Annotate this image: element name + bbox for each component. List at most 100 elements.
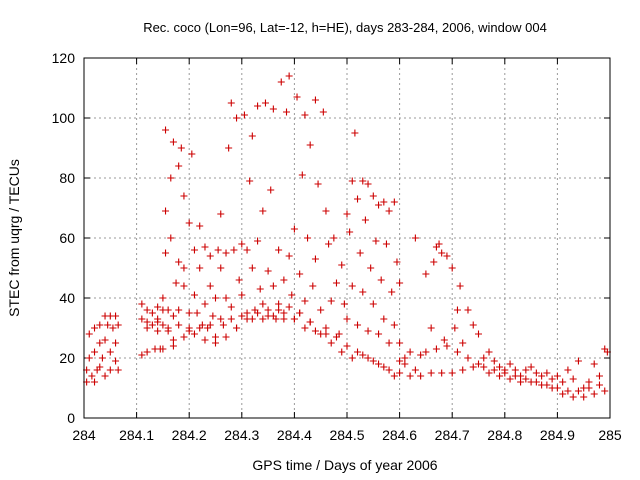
data-point [427,369,435,377]
data-point [201,336,209,344]
data-point [296,309,304,317]
data-point [159,294,167,302]
data-point [196,324,204,332]
data-point [154,318,162,326]
data-point [283,108,291,116]
data-point [238,240,246,248]
data-point [91,348,99,356]
data-point [490,357,498,365]
grid-lines [84,58,610,418]
data-point [301,111,309,119]
data-point [422,348,430,356]
data-point [277,78,285,86]
data-point [453,348,461,356]
data-point [188,150,196,158]
data-point [385,339,393,347]
data-point [396,339,404,347]
data-point [375,330,383,338]
data-point [201,300,209,308]
data-point [233,324,241,332]
data-point [225,144,233,152]
data-point [164,324,172,332]
data-point [348,177,356,185]
data-point [175,306,183,314]
data-point [359,288,367,296]
data-point [206,321,214,329]
plot-frame [83,57,611,419]
data-point [559,390,567,398]
data-point [248,132,256,140]
x-tick-label: 284.7 [435,427,470,443]
data-point [222,333,230,341]
data-point [285,72,293,80]
data-point [601,387,609,395]
data-point [459,339,467,347]
data-point [138,315,146,323]
data-point [243,309,251,317]
data-point [427,324,435,332]
data-point [527,363,535,371]
data-point [574,357,582,365]
data-point [372,237,380,245]
data-point [548,375,556,383]
data-point [185,324,193,332]
x-axis-label: GPS time / Days of year 2006 [252,457,437,473]
data-point [217,315,225,323]
y-tick-label: 40 [59,290,75,306]
data-point [443,342,451,350]
data-point [114,366,122,374]
data-point [162,126,170,134]
data-point [377,276,385,284]
data-point [480,354,488,362]
data-point [443,252,451,260]
data-point [522,375,530,383]
data-point [275,246,283,254]
data-point [264,267,272,275]
data-point [364,354,372,362]
x-tick-label: 284.9 [540,427,575,443]
data-point [314,180,322,188]
data-point [143,318,151,326]
data-point [411,234,419,242]
data-point [296,270,304,278]
data-point [154,303,162,311]
data-point [375,201,383,209]
x-tick-label: 284.2 [172,427,207,443]
y-tick-label: 20 [59,350,75,366]
data-point [380,198,388,206]
data-point [322,207,330,215]
data-point [185,309,193,317]
data-point [569,393,577,401]
data-point [112,339,120,347]
data-point [590,360,598,368]
data-point [448,264,456,272]
data-point [261,99,269,107]
data-point [104,321,112,329]
data-point [206,282,214,290]
data-point [330,234,338,242]
data-point [96,363,104,371]
data-point [580,393,588,401]
data-point [159,321,167,329]
data-point [364,327,372,335]
data-point [451,324,459,332]
data-point [246,177,254,185]
data-point [180,282,188,290]
data-point [180,264,188,272]
data-point [543,369,551,377]
data-point [167,234,175,242]
y-tick-label: 120 [52,50,76,66]
data-point [290,225,298,233]
data-point [317,330,325,338]
data-point [190,330,198,338]
data-point [317,306,325,314]
data-point [254,237,262,245]
data-point [293,93,301,101]
data-point [219,321,227,329]
data-point [411,366,419,374]
data-point [180,192,188,200]
data-point [269,282,277,290]
data-point [501,366,509,374]
data-point [517,378,525,386]
